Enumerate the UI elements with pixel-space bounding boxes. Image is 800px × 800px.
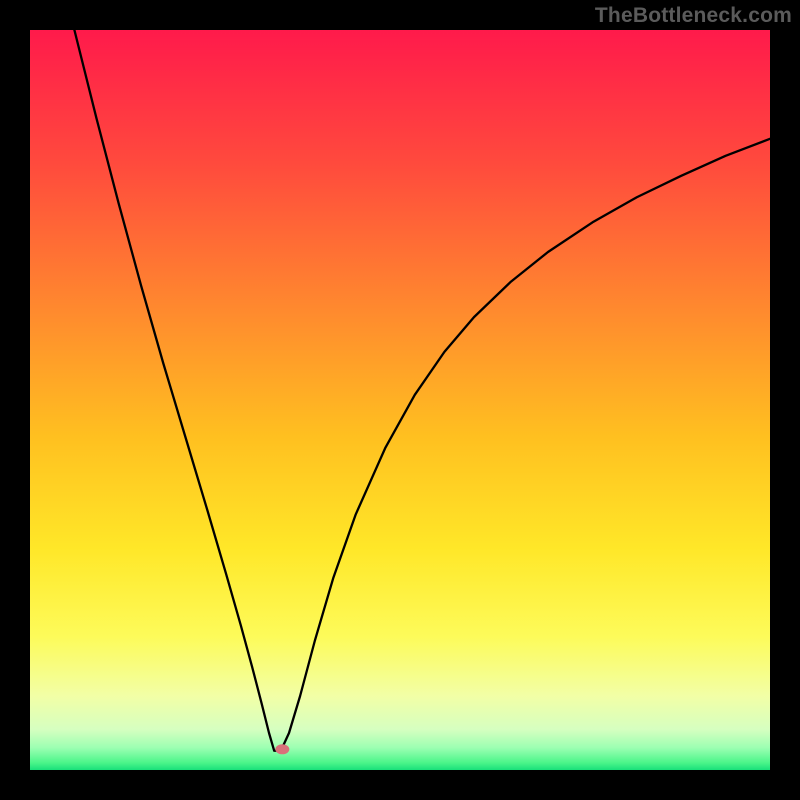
bottleneck-chart: [0, 0, 800, 800]
watermark-text: TheBottleneck.com: [595, 4, 792, 28]
chart-container: TheBottleneck.com: [0, 0, 800, 800]
plot-area: [30, 30, 770, 770]
optimal-point-marker: [275, 744, 289, 754]
